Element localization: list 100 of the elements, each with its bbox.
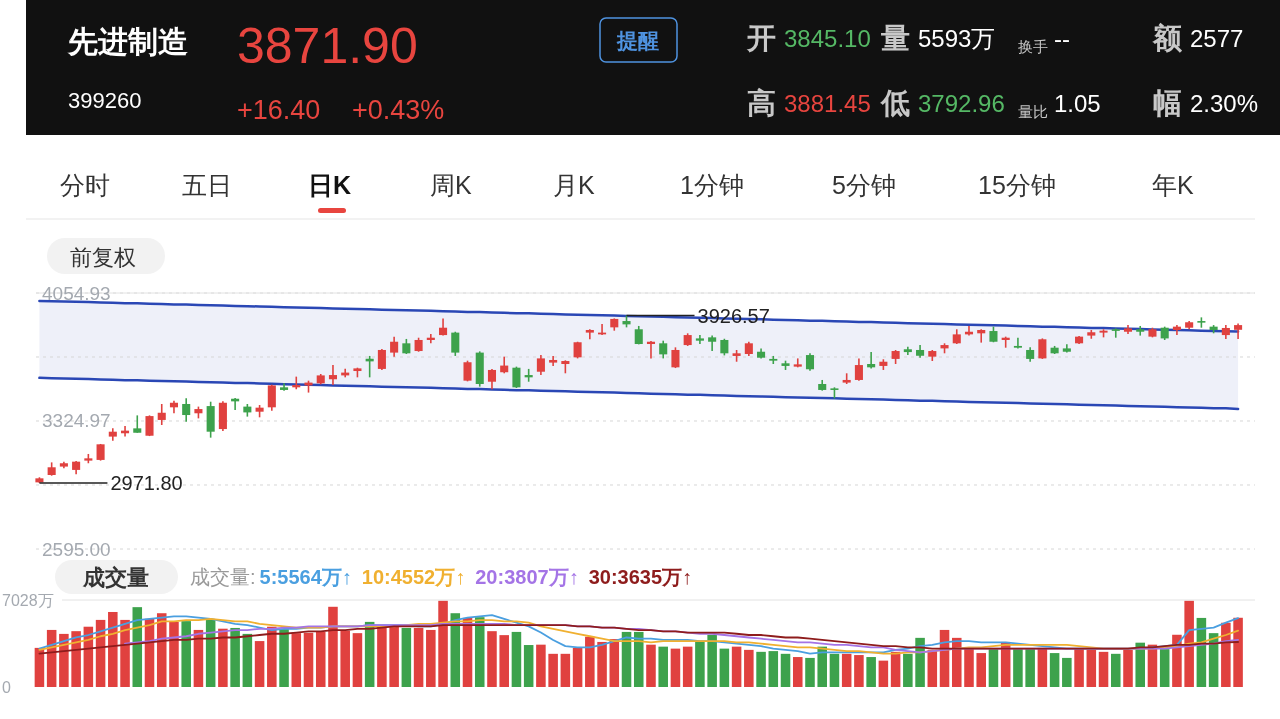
bar xyxy=(585,636,595,687)
bar xyxy=(523,645,534,687)
bar xyxy=(658,646,668,687)
text: 额 xyxy=(1152,22,1183,54)
bar xyxy=(1025,649,1035,687)
text: 换手 xyxy=(1018,38,1048,55)
text: 前复权 xyxy=(70,245,136,270)
legend-title: 成交量: xyxy=(190,566,256,588)
bar xyxy=(646,644,656,687)
bar xyxy=(279,629,289,687)
chart-title: 先进制造 xyxy=(67,25,188,58)
bar xyxy=(903,653,913,687)
text: 15分钟 xyxy=(978,171,1056,199)
bar xyxy=(756,651,766,687)
text: 3845.10 xyxy=(784,25,871,52)
text: 2577 xyxy=(1190,25,1244,52)
bar xyxy=(1013,649,1023,687)
text: 1分钟 xyxy=(680,171,744,199)
bar xyxy=(829,653,840,687)
bar xyxy=(340,630,350,687)
bar xyxy=(633,631,644,687)
bar xyxy=(389,626,399,687)
text: 幅 xyxy=(1153,87,1182,119)
text: 3881.45 xyxy=(784,90,871,117)
bar xyxy=(1221,622,1231,687)
bar xyxy=(682,646,693,687)
bar xyxy=(695,641,705,687)
bar xyxy=(108,611,118,687)
bar xyxy=(1098,651,1109,687)
text: 量比 xyxy=(1018,103,1048,120)
text: 开 xyxy=(746,22,776,54)
bar xyxy=(401,627,412,687)
bar xyxy=(426,629,436,687)
text: 周K xyxy=(430,171,472,199)
bar xyxy=(1159,649,1170,687)
bar xyxy=(731,646,742,687)
text: 提醒 xyxy=(616,29,659,52)
line-series xyxy=(38,376,1240,411)
text: 五日 xyxy=(182,171,232,199)
bar xyxy=(315,631,326,687)
bar xyxy=(841,653,852,687)
y-tick-label: 3324.97 xyxy=(42,410,111,432)
text: -- xyxy=(1054,25,1070,52)
bar xyxy=(536,644,546,687)
bar xyxy=(670,648,681,687)
bar xyxy=(254,641,265,687)
bar xyxy=(328,606,338,687)
bar xyxy=(560,653,571,687)
bar xyxy=(988,649,999,687)
text: 2.30% xyxy=(1190,90,1259,117)
bar xyxy=(267,626,277,687)
text: 3871.90 xyxy=(237,18,418,74)
bar xyxy=(218,628,228,687)
bar xyxy=(572,647,583,687)
bar xyxy=(1184,600,1194,687)
bar xyxy=(438,600,448,687)
bar xyxy=(951,637,962,687)
bar xyxy=(964,649,974,687)
text: 量 xyxy=(880,22,910,54)
text: 高 xyxy=(747,87,776,119)
line-series xyxy=(38,624,1239,655)
bar xyxy=(487,631,497,687)
bar xyxy=(352,633,363,687)
bar xyxy=(719,648,730,687)
bar xyxy=(744,649,754,687)
bar xyxy=(707,634,717,687)
text: 低 xyxy=(880,87,910,119)
bar xyxy=(1074,649,1084,687)
bar xyxy=(181,621,191,687)
text: 月K xyxy=(553,171,595,199)
bar xyxy=(291,633,302,687)
bar xyxy=(169,621,179,687)
bar xyxy=(499,635,509,687)
bar xyxy=(597,641,607,687)
series-label: 5:5564万↑ xyxy=(259,566,352,588)
bar xyxy=(548,653,558,687)
bar xyxy=(511,631,522,687)
text: 分时 xyxy=(60,171,110,199)
bar xyxy=(780,653,791,687)
text: 3792.96 xyxy=(918,90,1005,117)
text: 1.05 xyxy=(1054,90,1101,117)
text: +16.40 xyxy=(237,95,321,125)
y-tick-label: 2595.00 xyxy=(42,538,111,560)
bar xyxy=(413,627,424,687)
annotation: 2971.80 xyxy=(110,471,183,494)
y-tick-label: 0 xyxy=(2,678,11,696)
bar xyxy=(1086,649,1097,687)
bar xyxy=(890,651,901,687)
y-tick-label: 7028万 xyxy=(2,591,54,609)
bar xyxy=(878,660,889,687)
bar xyxy=(792,657,803,687)
bar xyxy=(915,637,925,687)
bar xyxy=(1233,617,1243,687)
bar xyxy=(230,627,240,687)
chart-title: 成交量 xyxy=(82,564,149,590)
bar xyxy=(805,657,815,687)
bar xyxy=(817,646,827,687)
bar xyxy=(866,657,876,687)
series-label: 30:3635万↑ xyxy=(588,566,693,588)
bar xyxy=(303,632,314,687)
